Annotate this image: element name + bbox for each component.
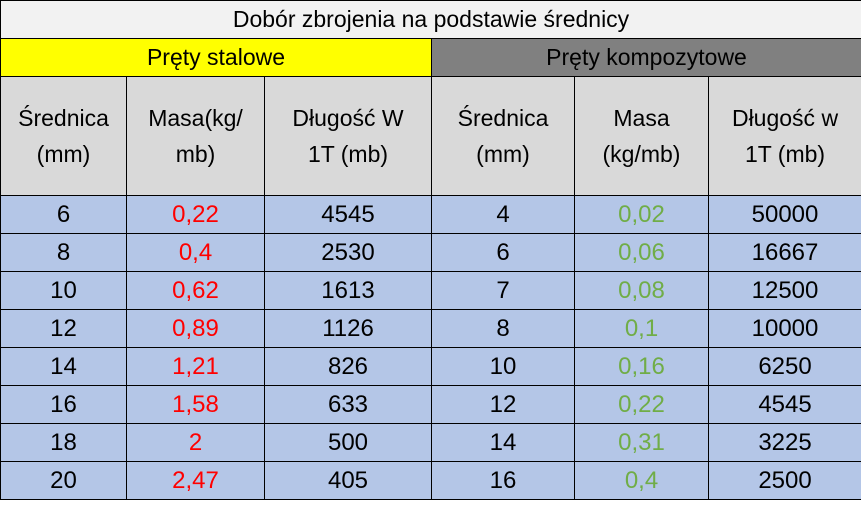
composite-length-cell: 50000	[707, 195, 861, 234]
header-line: Średnica	[457, 105, 549, 131]
composite-mass-header: Masa (kg/mb)	[574, 76, 709, 196]
composite-diameter-cell: 10	[431, 347, 575, 386]
header-line: Długość W	[292, 105, 404, 131]
steel-length-cell: 500	[264, 423, 432, 462]
composite-mass-cell: 0,06	[574, 233, 709, 272]
composite-diameter-cell: 16	[431, 461, 575, 500]
steel-length-cell: 826	[264, 347, 432, 386]
composite-diameter-header: Średnica (mm)	[431, 76, 575, 196]
composite-diameter-cell: 7	[431, 271, 575, 310]
composite-mass-cell: 0,1	[574, 309, 709, 348]
steel-length-cell: 405	[264, 461, 432, 500]
table-row: 8 0,4 2530 6 0,06 16667	[0, 233, 861, 272]
steel-mass-cell: 0,4	[126, 233, 265, 272]
composite-mass-cell: 0,22	[574, 385, 709, 424]
composite-diameter-cell: 8	[431, 309, 575, 348]
steel-diameter-cell: 8	[0, 233, 127, 272]
steel-diameter-cell: 18	[0, 423, 127, 462]
composite-bars-group-header: Pręty kompozytowe	[430, 38, 861, 77]
header-line: (mm)	[476, 141, 530, 167]
steel-length-cell: 633	[264, 385, 432, 424]
composite-mass-cell: 0,16	[574, 347, 709, 386]
steel-diameter-cell: 20	[0, 461, 127, 500]
column-header-row: Średnica (mm) Masa(kg/ mb) Długość W 1T …	[0, 76, 861, 196]
steel-diameter-cell: 6	[0, 195, 127, 234]
steel-length-cell: 4545	[264, 195, 432, 234]
composite-diameter-cell: 4	[431, 195, 575, 234]
steel-mass-cell: 0,89	[126, 309, 265, 348]
table-row: 16 1,58 633 12 0,22 4545	[0, 385, 861, 424]
composite-mass-cell: 0,31	[574, 423, 709, 462]
steel-mass-cell: 0,62	[126, 271, 265, 310]
composite-length-cell: 10000	[707, 309, 861, 348]
table-title: Dobór zbrojenia na podstawie średnicy	[0, 0, 861, 39]
steel-mass-cell: 2,47	[126, 461, 265, 500]
composite-mass-cell: 0,02	[574, 195, 709, 234]
composite-mass-cell: 0,08	[574, 271, 709, 310]
steel-mass-cell: 0,22	[126, 195, 265, 234]
steel-mass-cell: 2	[126, 423, 265, 462]
header-line: 1T (mb)	[307, 141, 389, 167]
composite-diameter-cell: 6	[431, 233, 575, 272]
header-line: Masa(kg/	[148, 105, 243, 131]
composite-length-header: Długość w 1T (mb)	[707, 76, 861, 196]
composite-diameter-cell: 12	[431, 385, 575, 424]
steel-diameter-cell: 10	[0, 271, 127, 310]
composite-length-cell: 12500	[707, 271, 861, 310]
steel-diameter-cell: 12	[0, 309, 127, 348]
table-row: 12 0,89 1126 8 0,1 10000	[0, 309, 861, 348]
steel-mass-header: Masa(kg/ mb)	[126, 76, 265, 196]
steel-length-header: Długość W 1T (mb)	[264, 76, 432, 196]
composite-length-cell: 3225	[707, 423, 861, 462]
header-line: Długość w	[731, 105, 839, 131]
steel-diameter-cell: 14	[0, 347, 127, 386]
composite-mass-cell: 0,4	[574, 461, 709, 500]
steel-mass-cell: 1,21	[126, 347, 265, 386]
composite-length-cell: 2500	[707, 461, 861, 500]
steel-length-cell: 2530	[264, 233, 432, 272]
header-line: 1T (mb)	[744, 141, 826, 167]
steel-bars-group-header: Pręty stalowe	[0, 38, 432, 77]
header-line: (kg/mb)	[602, 141, 681, 167]
steel-length-cell: 1613	[264, 271, 432, 310]
steel-length-cell: 1126	[264, 309, 432, 348]
composite-length-cell: 16667	[707, 233, 861, 272]
header-line: Masa	[613, 105, 670, 131]
table-row: 18 2 500 14 0,31 3225	[0, 423, 861, 462]
table-row: 6 0,22 4545 4 0,02 50000	[0, 195, 861, 234]
header-line: mb)	[175, 141, 216, 167]
header-line: (mm)	[36, 141, 91, 167]
composite-diameter-cell: 14	[431, 423, 575, 462]
steel-diameter-header: Średnica (mm)	[0, 76, 127, 196]
composite-length-cell: 6250	[707, 347, 861, 386]
composite-length-cell: 4545	[707, 385, 861, 424]
table-row: 14 1,21 826 10 0,16 6250	[0, 347, 861, 386]
steel-diameter-cell: 16	[0, 385, 127, 424]
table-row: 20 2,47 405 16 0,4 2500	[0, 461, 861, 500]
table-row: 10 0,62 1613 7 0,08 12500	[0, 271, 861, 310]
steel-mass-cell: 1,58	[126, 385, 265, 424]
header-line: Średnica	[18, 105, 109, 131]
